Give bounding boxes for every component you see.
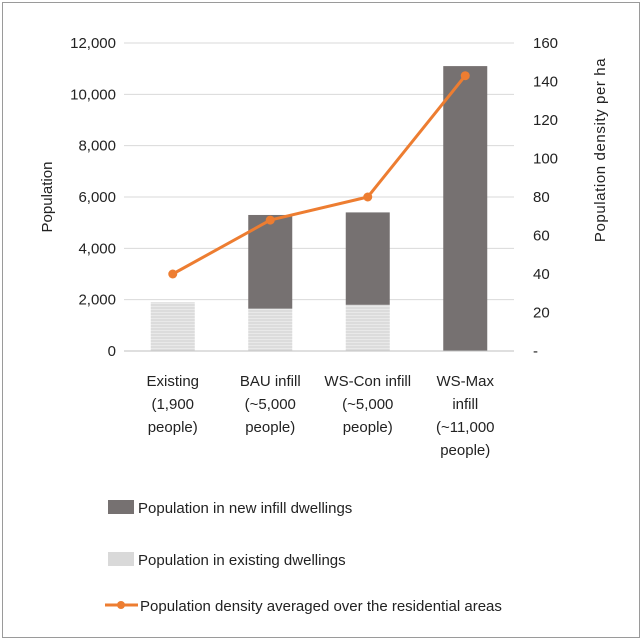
x-tick-label: WS-Con infill <box>324 373 411 390</box>
legend-swatch-new-infill <box>108 500 134 514</box>
legend-label-density: Population density averaged over the res… <box>140 598 502 615</box>
density-point <box>168 269 178 279</box>
x-tick-label: people) <box>343 419 393 436</box>
y2-tick-label: 40 <box>533 266 550 283</box>
x-tick-label: (~11,000 <box>436 419 495 436</box>
y2-tick-label: 80 <box>533 189 550 206</box>
x-tick-label: (~5,000 <box>245 396 296 413</box>
y2-axis-title: Population density per ha <box>592 58 609 242</box>
y-tick-label: 4,000 <box>78 240 116 257</box>
y2-tick-label: 160 <box>533 35 558 52</box>
bar-new-infill <box>248 214 293 309</box>
bar-existing <box>345 304 390 351</box>
x-tick-label: people) <box>440 442 490 459</box>
legend-label-existing: Population in existing dwellings <box>138 552 346 569</box>
legend-marker-density <box>117 601 125 609</box>
y-tick-label: 0 <box>108 343 116 360</box>
x-tick-label: people) <box>148 419 198 436</box>
legend-label-new-infill: Population in new infill dwellings <box>138 500 352 517</box>
bar-new-infill <box>443 66 488 351</box>
density-point <box>460 71 470 81</box>
y-tick-label: 2,000 <box>78 292 116 309</box>
x-tick-label: (~5,000 <box>342 396 393 413</box>
y2-tick-label: 60 <box>533 228 550 245</box>
density-point <box>363 192 373 202</box>
bar-existing <box>150 302 195 351</box>
bar-existing <box>248 308 293 351</box>
x-tick-label: BAU infill <box>240 373 301 390</box>
y-tick-label: 8,000 <box>78 138 116 155</box>
y2-tick-label: - <box>533 343 538 360</box>
x-tick-label: WS-Max <box>437 373 495 390</box>
y-axis-title: Population <box>39 162 56 233</box>
y-tick-label: 12,000 <box>70 35 116 52</box>
x-tick-label: Existing <box>146 373 199 390</box>
x-tick-label: people) <box>245 419 295 436</box>
x-tick-label: (1,900 <box>151 396 194 413</box>
x-tick-label: infill <box>452 396 478 413</box>
legend-swatch-existing <box>108 552 134 566</box>
density-line <box>172 74 467 276</box>
y2-tick-label: 100 <box>533 151 558 168</box>
density-point <box>265 215 275 225</box>
y-tick-label: 6,000 <box>78 189 116 206</box>
y2-tick-label: 140 <box>533 74 558 91</box>
bar-new-infill <box>345 212 390 305</box>
y-tick-label: 10,000 <box>70 86 116 103</box>
y2-tick-label: 120 <box>533 112 558 129</box>
y2-tick-label: 20 <box>533 305 550 322</box>
